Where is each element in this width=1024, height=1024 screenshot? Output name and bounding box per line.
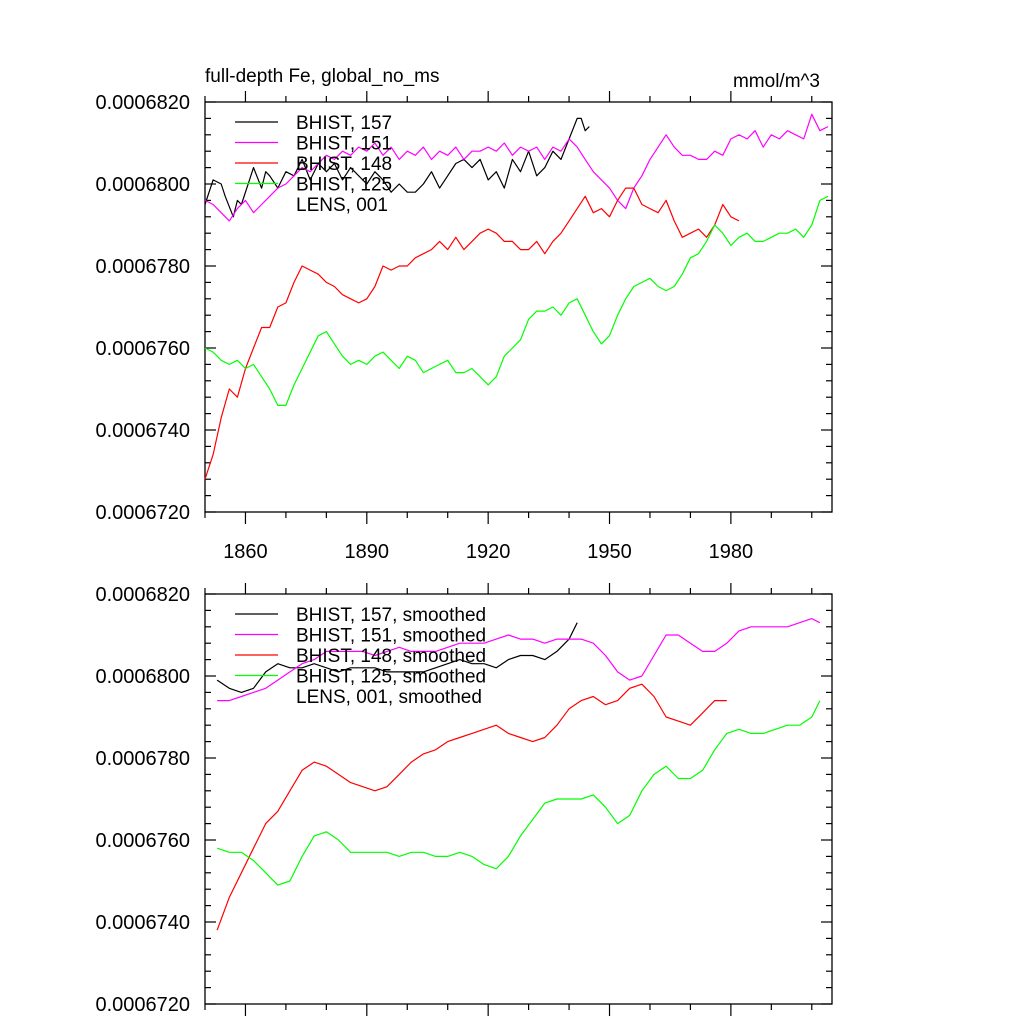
y-tick-label: 0.0006820 <box>95 584 190 606</box>
y-tick-label: 0.0006740 <box>95 420 190 442</box>
series-line-bhist-148 <box>204 187 740 480</box>
x-tick-label: 1890 <box>345 541 390 563</box>
y-tick-label: 0.0006780 <box>95 256 190 278</box>
x-tick-label: 1920 <box>466 541 511 563</box>
x-tick-label: 1860 <box>223 541 268 563</box>
legend-entry: BHIST, 157, smoothed <box>296 605 486 626</box>
series-line-bhist-148-smoothed <box>216 683 727 931</box>
series-line-bhist-125-smoothed <box>216 700 821 886</box>
legend-entry: BHIST, 148, smoothed <box>296 646 486 667</box>
y-tick-label: 0.0006760 <box>95 830 190 852</box>
plot-frame <box>204 101 833 513</box>
legend-entry: BHIST, 148 <box>296 154 392 175</box>
x-tick-label: 1980 <box>709 541 754 563</box>
legend-entry: LENS, 001 <box>296 195 388 216</box>
series-line-bhist-157-smoothed <box>216 622 578 694</box>
chart-title: full-depth Fe, global_no_ms <box>205 66 439 87</box>
y-tick-label: 0.0006800 <box>95 174 190 196</box>
plot-frame <box>204 593 833 1005</box>
legend-entry: LENS, 001, smoothed <box>296 687 482 708</box>
y-tick-label: 0.0006760 <box>95 338 190 360</box>
y-tick-label: 0.0006740 <box>95 912 190 934</box>
legend-entry: BHIST, 157 <box>296 113 392 134</box>
y-tick-label: 0.0006720 <box>95 502 190 524</box>
y-tick-label: 0.0006800 <box>95 666 190 688</box>
series-line-bhist-151-smoothed <box>217 617 821 702</box>
legend-entry: BHIST, 125 <box>296 175 392 196</box>
series-line-bhist-157 <box>204 117 590 218</box>
top-panel: full-depth Fe, global_no_ms mmol/m^3 0.0… <box>95 66 833 563</box>
series-line-bhist-151 <box>204 113 829 222</box>
y-tick-label: 0.0006720 <box>95 994 190 1016</box>
y-tick-label: 0.0006820 <box>95 92 190 114</box>
legend-entry: BHIST, 151 <box>296 134 392 155</box>
units-label: mmol/m^3 <box>733 71 820 92</box>
series-line-bhist-125 <box>204 195 829 406</box>
bottom-panel: 0.0006720 0.0006740 0.0006760 0.0006780 0.00… <box>95 583 833 1016</box>
legend-entry: BHIST, 151, smoothed <box>296 626 486 647</box>
y-tick-label: 0.0006780 <box>95 748 190 770</box>
legend-entry: BHIST, 125, smoothed <box>296 667 486 688</box>
x-tick-label: 1950 <box>587 541 632 563</box>
